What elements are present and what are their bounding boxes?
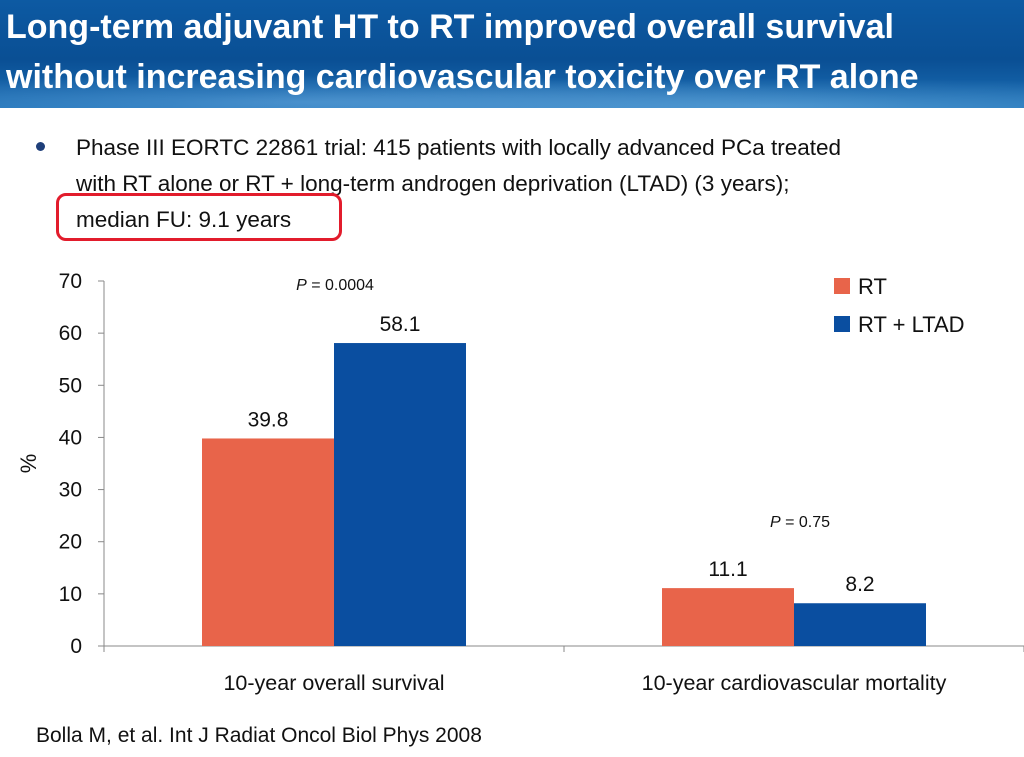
citation: Bolla M, et al. Int J Radiat Oncol Biol …	[36, 724, 482, 747]
bar-chart-svg: 0 10 20 30 40 50 60 70% 39.8 58.1 10-year overall …	[16, 270, 1024, 695]
y-tick-label: 60	[59, 322, 82, 345]
bar-value-label: 58.1	[380, 313, 421, 336]
legend-label: RT	[858, 274, 887, 299]
p-value-annotation: P = 0.0004	[296, 277, 374, 294]
y-axis-label: %	[16, 454, 41, 474]
y-tick-label: 50	[59, 374, 82, 397]
y-tick-label: 0	[70, 635, 82, 658]
title-bar: Long-term adjuvant HT to RT improved ove…	[0, 0, 1024, 108]
bar-rt-2	[662, 588, 794, 646]
bullet-line-2: with RT alone or RT + long-term androgen…	[76, 171, 790, 196]
legend-label: RT + LTAD	[858, 312, 965, 337]
y-tick-label: 30	[59, 479, 82, 502]
title-bar-wave-decoration	[0, 70, 1024, 108]
bar-rt-1	[202, 438, 334, 646]
p-value-number: = 0.75	[781, 514, 830, 531]
bullet-line-1: Phase III EORTC 22861 trial: 415 patient…	[76, 135, 842, 160]
median-fu-highlight-box	[56, 193, 342, 241]
bar-rt-ltad-1	[334, 343, 466, 646]
bar-chart: 0 10 20 30 40 50 60 70% 39.8 58.1 10-year overall …	[0, 260, 1024, 700]
p-value-annotation: P = 0.75	[770, 514, 830, 531]
p-value-italic-p: P	[296, 277, 307, 294]
y-tick-label: 70	[59, 270, 82, 293]
x-category-label: 10-year overall survival	[223, 671, 444, 695]
bullet-line-3: median FU: 9.1 years	[76, 207, 292, 232]
slide-title: Long-term adjuvant HT to RT improved ove…	[6, 2, 1018, 102]
legend-swatch	[834, 278, 850, 294]
y-tick-label: 10	[59, 583, 82, 606]
x-category-label: 10-year cardiovascular mortality	[642, 671, 947, 695]
slide-title-line-1: Long-term adjuvant HT to RT improved ove…	[6, 8, 894, 46]
bar-value-label: 11.1	[708, 558, 747, 581]
bar-value-label: 8.2	[845, 573, 874, 596]
bar-rt-ltad-2	[794, 603, 926, 646]
slide-title-line-2: without increasing cardiovascular toxici…	[6, 58, 919, 96]
bullet-text: Phase III EORTC 22861 trial: 415 patient…	[76, 130, 976, 238]
p-value-italic-p: P	[770, 514, 781, 531]
legend-swatch	[834, 316, 850, 332]
bullet-dot-icon	[36, 142, 45, 151]
y-tick-label: 20	[59, 531, 82, 554]
p-value-number: = 0.0004	[307, 277, 374, 294]
y-tick-label: 40	[59, 426, 82, 449]
bar-value-label: 39.8	[248, 408, 289, 431]
